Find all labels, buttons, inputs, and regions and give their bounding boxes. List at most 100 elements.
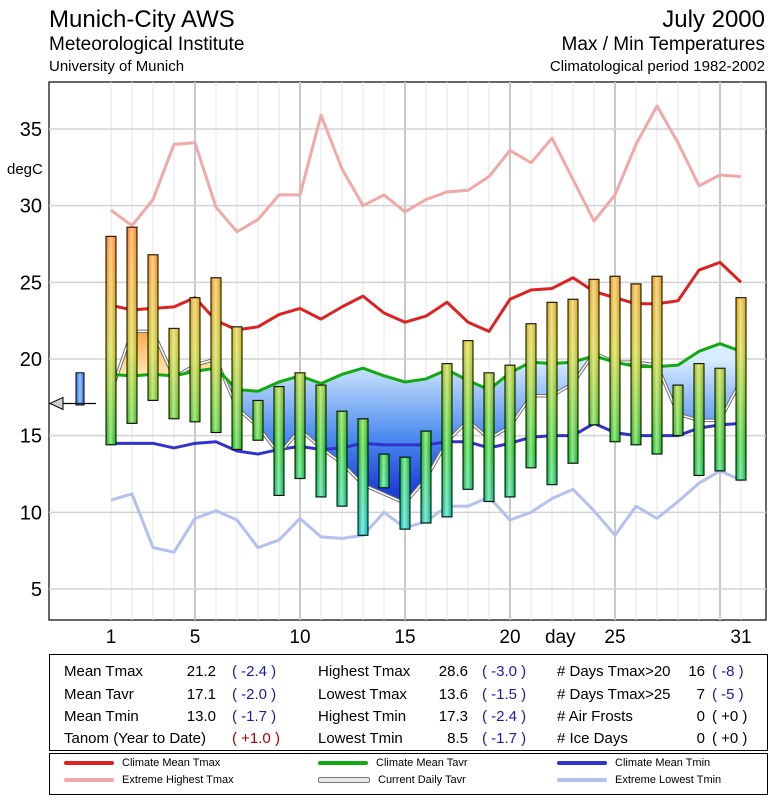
bar-shine — [149, 255, 157, 400]
y-tick-label: 10 — [20, 502, 42, 524]
daily-bar — [273, 386, 285, 496]
x-tick-label: 10 — [289, 627, 310, 648]
daily-bar — [588, 278, 600, 426]
legend-swatch — [557, 761, 607, 766]
legend-swatch — [318, 777, 370, 784]
legend-item: Climate Mean Tmax — [64, 757, 220, 769]
daily-bar — [462, 340, 474, 490]
x-tick-label: 20 — [499, 627, 520, 648]
legend-item: Extreme Lowest Tmin — [557, 774, 721, 786]
bar-shine — [506, 366, 514, 496]
legend-item: Climate Mean Tavr — [318, 757, 468, 769]
x-tick-label: 5 — [190, 627, 201, 648]
legend-item: Climate Mean Tmin — [557, 757, 710, 769]
bar-shine — [275, 387, 283, 495]
daily-bar — [294, 372, 306, 480]
extreme-highest-tmax-line — [110, 104, 742, 234]
stat-anomaly: ( -2.0 ) — [232, 686, 277, 703]
stat-value: 28.6 — [438, 663, 468, 680]
bar-shine — [107, 237, 115, 444]
daily-bar — [105, 235, 117, 446]
stat-label: # Days Tmax>20 — [557, 663, 671, 680]
bar-shine — [590, 280, 598, 424]
daily-bar — [735, 297, 747, 481]
y-tick-label: 5 — [31, 579, 42, 601]
y-tick-label: 20 — [20, 349, 42, 371]
bar-shine — [128, 228, 136, 423]
stat-label: # Air Frosts — [557, 708, 633, 725]
y-tick-label: 25 — [20, 272, 42, 294]
bar-shine — [233, 327, 241, 449]
stat-label: Mean Tmax — [64, 663, 143, 680]
stat-anomaly: ( -2.4 ) — [232, 663, 277, 680]
daily-bar — [147, 254, 159, 401]
university-title: University of Munich — [49, 58, 185, 75]
bar-shine — [464, 341, 472, 489]
stat-label: Lowest Tmin — [318, 730, 403, 747]
daily-bar — [525, 323, 537, 469]
y-tick-label: 30 — [20, 196, 42, 218]
daily-bar — [315, 384, 327, 498]
stat-anomaly: ( -2.4 ) — [482, 708, 527, 725]
bar-shine — [527, 324, 535, 467]
stat-anomaly: ( -3.0 ) — [482, 663, 527, 680]
bar-shine — [611, 277, 619, 441]
bar-shine — [653, 277, 661, 454]
stat-value: 0 — [696, 730, 705, 747]
statistics-panel: Mean Tmax 21.2 ( -2.4 ) Mean Tavr 17.1 ( -2.0… — [49, 654, 768, 751]
daily-bar — [357, 418, 369, 536]
daily-bar — [399, 456, 411, 530]
daily-bar — [126, 226, 138, 424]
daily-bar — [420, 430, 432, 524]
ytd-anomaly-bar — [75, 372, 85, 406]
stat-value: 0 — [696, 708, 705, 725]
bar-shine — [254, 401, 262, 440]
y-tick-label: 15 — [20, 426, 42, 448]
legend-swatch — [318, 761, 368, 766]
x-tick-label: 31 — [730, 627, 751, 648]
stat-value: 21.2 — [186, 663, 216, 680]
legend-swatch — [64, 761, 114, 766]
stat-anomaly: ( +0 ) — [712, 708, 748, 725]
bar-shine — [338, 412, 346, 506]
daily-bar — [210, 277, 222, 434]
daily-bar — [546, 301, 558, 486]
bar-shine — [212, 278, 220, 432]
legend-swatch — [557, 778, 607, 783]
bar-shine — [191, 298, 199, 421]
bar-shine — [317, 386, 325, 496]
daily-bar — [378, 453, 390, 489]
stat-anomaly: ( -5 ) — [712, 686, 744, 703]
daily-bar — [168, 327, 180, 420]
bar-shine — [401, 458, 409, 529]
stat-anomaly: ( -8 ) — [712, 663, 744, 680]
daily-bar — [231, 326, 243, 450]
x-tick-label: 1 — [106, 627, 117, 648]
daily-bar — [651, 275, 663, 455]
legend-item: Current Daily Tavr — [318, 774, 466, 786]
legend-item: Extreme Highest Tmax — [64, 774, 234, 786]
stat-anomaly: ( +0 ) — [712, 730, 748, 747]
legend-label: Climate Mean Tmax — [122, 757, 221, 769]
stat-value: 17.1 — [186, 686, 216, 703]
station-title: Munich-City AWS — [49, 6, 235, 33]
legend-swatch — [64, 778, 114, 783]
chart-subtitle: Max / Min Temperatures — [561, 34, 765, 55]
stat-label: Highest Tmin — [318, 708, 407, 725]
stat-anomaly: ( +1.0 ) — [232, 730, 280, 747]
daily-bar — [252, 399, 264, 441]
stat-label: # Days Tmax>25 — [557, 686, 671, 703]
daily-bar — [336, 410, 348, 507]
stat-value: 16 — [688, 663, 705, 680]
stat-value: 13.0 — [186, 708, 216, 725]
bar-shine — [632, 284, 640, 444]
bar-shine — [716, 369, 724, 470]
stat-anomaly: ( -1.7 ) — [232, 708, 277, 725]
x-axis-label: day — [545, 627, 576, 648]
stat-value: 13.6 — [438, 686, 468, 703]
stat-label: Mean Tavr — [64, 686, 134, 703]
legend-label: Current Daily Tavr — [378, 774, 466, 786]
bar-shine — [674, 386, 682, 435]
daily-bar — [504, 364, 516, 498]
stat-label: Lowest Tmax — [318, 686, 407, 703]
